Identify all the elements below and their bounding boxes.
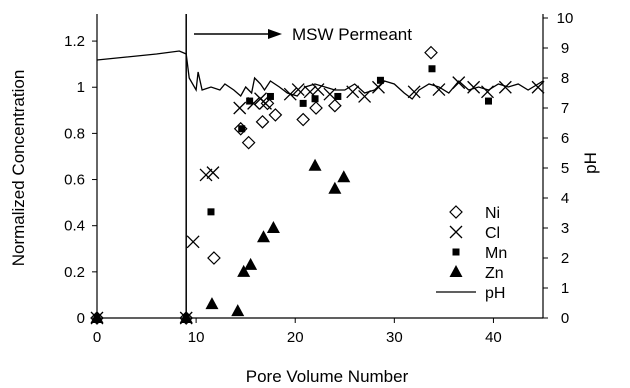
series-ni-point <box>424 45 438 60</box>
series-cl-point <box>233 101 247 115</box>
series-zn-point <box>231 304 245 317</box>
x-axis-label: Pore Volume Number <box>246 367 409 386</box>
legend-ph-label: pH <box>485 285 505 302</box>
legend-zn-label: Zn <box>485 265 504 282</box>
series-cl-point <box>407 85 421 99</box>
y2-axis-label: pH <box>581 152 600 174</box>
series-mn-point <box>428 65 436 73</box>
x-tick-label: 0 <box>93 329 101 346</box>
legend-zn-marker <box>449 265 463 277</box>
series-zn-point <box>328 181 342 194</box>
y2-tick-label: 1 <box>561 280 569 297</box>
annotation-msw-permeant: MSW Permeant <box>194 25 412 44</box>
series-ni-point <box>255 114 270 129</box>
annotation-text: MSW Permeant <box>292 25 412 44</box>
legend-mn-label: Mn <box>485 245 507 262</box>
y-axis-label: Normalized Concentration <box>9 70 28 267</box>
series-cl-point <box>186 235 200 249</box>
x-tick-label: 10 <box>188 329 205 346</box>
series-ni-point <box>207 251 221 265</box>
y2-tick-label: 5 <box>561 160 569 177</box>
axes: 0 10 20 30 40 0 0.2 0.4 0.6 0.8 1 1.2 0 1 2 3 4 5 6 7 8 9 10 <box>64 10 573 346</box>
series-zn-point <box>257 230 271 243</box>
series-zn-point <box>205 297 219 310</box>
series-mn-point <box>246 97 254 105</box>
series-zn-point <box>179 311 193 323</box>
y-tick-label: 0.2 <box>64 264 85 281</box>
series-mn-point <box>311 95 319 103</box>
series-cl-point <box>531 80 545 94</box>
series-cl-point <box>206 166 220 180</box>
y-tick-label: 1.2 <box>64 33 85 50</box>
series-ni-point <box>328 98 342 113</box>
series-cl-point <box>467 80 481 94</box>
series-cl-point <box>498 80 512 94</box>
annotation-arrow-head <box>268 29 282 39</box>
series-mn-point <box>376 76 384 84</box>
series-ni-point <box>241 135 256 150</box>
legend: Ni Cl Mn Zn pH <box>436 205 507 302</box>
x-tick-label: 40 <box>485 329 502 346</box>
y-tick-label: 1 <box>77 79 85 96</box>
y-tick-label: 0.6 <box>64 172 85 189</box>
x-tick-label: 30 <box>386 329 403 346</box>
y2-tick-label: 3 <box>561 220 569 237</box>
legend-ni-label: Ni <box>485 205 500 222</box>
y2-tick-label: 8 <box>561 70 569 87</box>
series-mn-point <box>238 125 246 133</box>
series-cl-point <box>199 168 213 182</box>
legend-mn-marker <box>452 248 460 256</box>
series-zn-point <box>266 221 280 233</box>
legend-cl-label: Cl <box>485 225 500 242</box>
series-cl-point <box>291 83 305 96</box>
series-ni-point <box>268 108 283 122</box>
series-zn-point <box>244 257 258 270</box>
series-ph-line <box>96 50 544 100</box>
y2-tick-label: 7 <box>561 100 569 117</box>
y-tick-label: 0.4 <box>64 218 85 235</box>
series-ni-point <box>309 101 323 115</box>
series-mn-point <box>266 92 274 100</box>
series-zn-point <box>337 170 351 183</box>
plot-area <box>90 14 545 325</box>
series-mn-point <box>484 97 492 105</box>
series-zn-point <box>308 158 322 171</box>
y2-tick-label: 0 <box>561 310 569 327</box>
series-mn-point <box>299 99 307 107</box>
series-ni-point <box>296 112 310 127</box>
x-tick-label: 20 <box>287 329 304 346</box>
y2-tick-label: 6 <box>561 130 569 147</box>
series-zn-point <box>237 264 251 277</box>
legend-cl-marker <box>449 225 463 239</box>
y2-tick-label: 10 <box>557 10 574 27</box>
y-tick-label: 0 <box>77 310 85 327</box>
series-mn-point <box>207 208 215 216</box>
y-tick-label: 0.8 <box>64 125 85 142</box>
series-mn-point <box>334 92 342 100</box>
y2-tick-label: 4 <box>561 190 569 207</box>
legend-ni-marker <box>449 205 463 219</box>
y2-tick-label: 9 <box>561 40 569 57</box>
y2-tick-label: 2 <box>561 250 569 267</box>
